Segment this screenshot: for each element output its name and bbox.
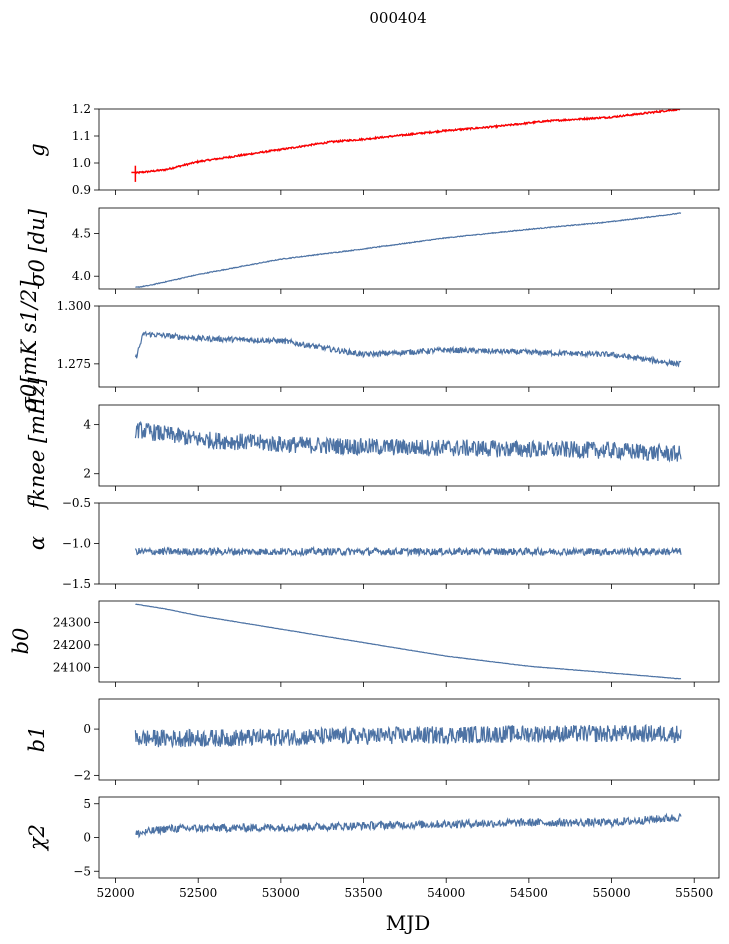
y-axis-label-alpha: α xyxy=(25,536,49,550)
x-tick-label: 53500 xyxy=(344,886,382,900)
y-tick-label: 1.1 xyxy=(72,129,91,143)
panel-fknee: 2 4 fknee [mHz] xyxy=(25,377,720,511)
y-axis-label-sigma0-mk: σ0[mK s1/2] xyxy=(17,280,41,412)
y-tick-label: 2 xyxy=(83,467,91,481)
series-line-gain xyxy=(134,109,682,175)
y-tick-label: −1.5 xyxy=(62,577,91,591)
x-tick-label: 54500 xyxy=(510,886,548,900)
y-axis-label-g: g xyxy=(25,143,49,156)
x-tick-label: 54000 xyxy=(427,886,465,900)
panel-frame xyxy=(98,207,720,290)
panel-sigma0-mk: 1.275 1.300 σ0[mK s1/2] xyxy=(17,280,720,412)
y-tick-label: 1.0 xyxy=(72,156,91,170)
y-tick-label: 5 xyxy=(83,797,91,811)
y-axis-label-chi2: χ2 xyxy=(25,824,49,852)
x-axis-label: MJD xyxy=(386,911,431,935)
y-tick-label: 4.5 xyxy=(72,227,91,241)
panel-frame xyxy=(98,305,720,388)
y-tick-label: 0 xyxy=(83,722,91,736)
panel-g: 0.9 1.0 1.1 1.2 g xyxy=(25,102,720,197)
y-tick-label: −5 xyxy=(73,864,91,878)
panel-frame xyxy=(98,502,720,585)
y-tick-label: −2 xyxy=(73,768,91,782)
panels-group: 0.9 1.0 1.1 1.2 g 4.0 4.5 σ0 [du] 1.275 1.300 σ0[m… xyxy=(9,102,720,900)
x-tick-label: 53000 xyxy=(262,886,300,900)
y-tick-label: 0 xyxy=(83,831,91,845)
series-line-sigma0_mK xyxy=(134,330,682,368)
series-line-chi2 xyxy=(135,812,682,839)
chart-title: 000404 xyxy=(369,9,426,27)
y-tick-label: 4.0 xyxy=(72,269,91,283)
panel-frame xyxy=(98,796,720,879)
y-tick-label: 1.300 xyxy=(57,299,91,313)
y-axis-label-b0: b0 xyxy=(9,628,33,655)
y-axis-label-fknee: fknee [mHz] xyxy=(25,377,49,511)
series-line-alpha xyxy=(134,545,682,558)
panel-frame xyxy=(98,108,720,191)
panel-frame xyxy=(98,404,720,487)
y-tick-label: −0.5 xyxy=(62,496,91,510)
series-line-sigma0 xyxy=(135,212,682,289)
y-tick-label: 1.2 xyxy=(72,102,91,116)
panel-chi2: −5 0 5 52000 52500 53000 53500 54000 54500 55000 5… xyxy=(25,796,720,900)
x-tick-label: 52500 xyxy=(179,886,217,900)
y-tick-label: 24100 xyxy=(53,660,91,674)
panel-b0: 24100 24200 24300 b0 xyxy=(9,600,720,687)
y-tick-label: 24200 xyxy=(53,638,91,652)
panel-frame xyxy=(98,698,720,781)
panel-b1: −2 0 b1 xyxy=(25,698,720,785)
y-tick-label: 24300 xyxy=(53,615,91,629)
y-axis-label-sigma0-du: σ0 [du] xyxy=(25,208,49,287)
y-tick-label: −1.0 xyxy=(62,537,91,551)
y-tick-label: 4 xyxy=(83,418,91,432)
panel-sigma0-du: 4.0 4.5 σ0 [du] xyxy=(25,207,720,294)
y-tick-label: 1.275 xyxy=(57,357,91,371)
series-line-b0 xyxy=(135,603,682,680)
series-line-fknee xyxy=(134,420,682,463)
x-tick-label: 55500 xyxy=(675,886,713,900)
panel-frame xyxy=(98,600,720,683)
series-line-b1 xyxy=(134,723,682,749)
x-tick-label: 52000 xyxy=(96,886,134,900)
y-tick-label: 0.9 xyxy=(72,183,91,197)
x-tick-label: 55000 xyxy=(592,886,630,900)
y-axis-label-b1: b1 xyxy=(25,726,49,753)
panel-alpha: −1.5 −1.0 −0.5 α xyxy=(25,496,720,591)
